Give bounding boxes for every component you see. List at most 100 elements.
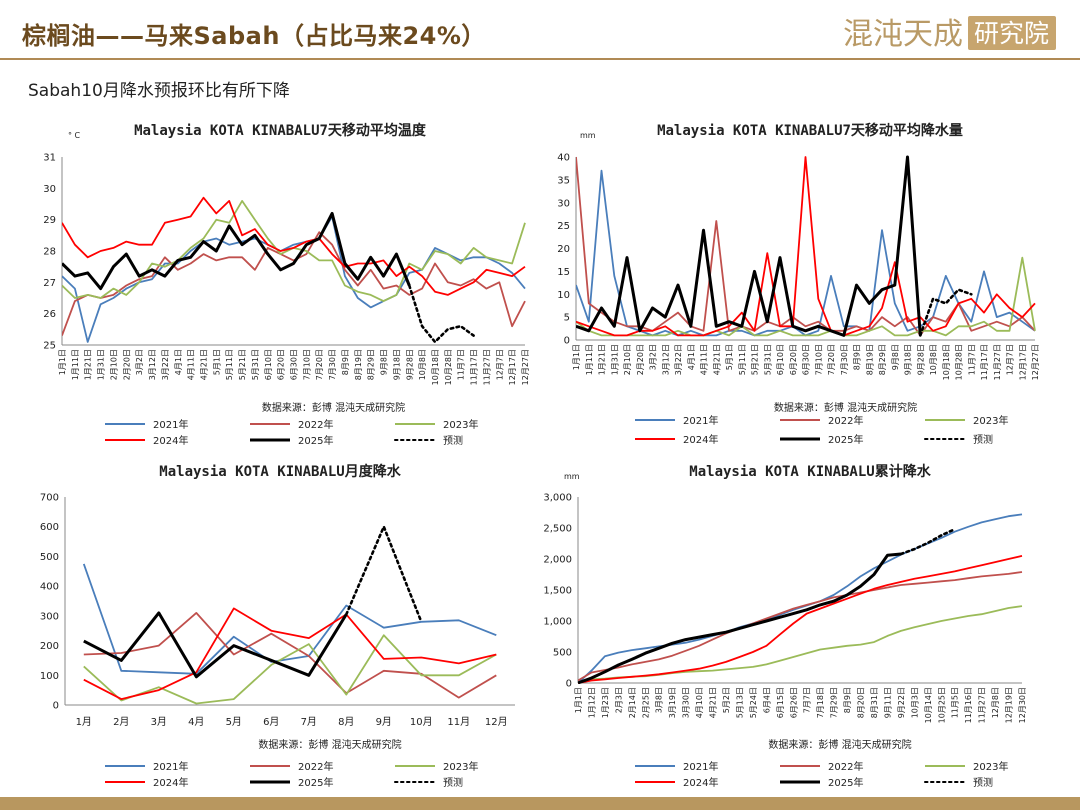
x-tick-label: 4月10日 — [695, 687, 704, 718]
x-tick-label: 2月14日 — [628, 687, 637, 718]
x-tick-label: 11月7日 — [967, 344, 976, 375]
legend-label: 2023年 — [973, 760, 1008, 773]
x-tick-label: 3月22日 — [674, 344, 683, 375]
series-line-2021年 — [62, 215, 526, 343]
x-tick-label: 10月28日 — [955, 344, 964, 380]
x-tick-label: 7月20日 — [827, 344, 836, 375]
legend-label: 2025年 — [828, 776, 863, 789]
x-tick-label: 8月19日 — [865, 344, 874, 375]
legend-label: 2025年 — [828, 433, 863, 446]
series-line-2025年 — [578, 552, 902, 684]
y-tick-label: 25 — [43, 341, 56, 352]
source-note: 数据来源：彭博 混沌天成研究院 — [258, 738, 401, 751]
chart-title: Malaysia KOTA KINABALU月度降水 — [159, 463, 401, 480]
x-tick-label: 5月11日 — [738, 344, 747, 375]
x-tick-label: 12月7日 — [1006, 344, 1015, 375]
brand-logo: 混沌天成 研究院 — [843, 16, 1056, 52]
series-line-预测 — [899, 527, 956, 556]
x-tick-label: 4月11日 — [187, 349, 196, 380]
y-tick-label: 200 — [40, 641, 59, 652]
y-tick-label: 10 — [557, 290, 570, 301]
x-tick-label: 10月3日 — [910, 687, 919, 718]
y-tick-label: 29 — [43, 215, 56, 226]
legend-label: 2024年 — [683, 776, 718, 789]
x-tick-label: 5月21日 — [751, 344, 760, 375]
x-tick-label: 1月21日 — [598, 344, 607, 375]
y-tick-label: 2,000 — [543, 555, 572, 566]
legend-label: 2025年 — [298, 434, 333, 447]
x-tick-label: 8月20日 — [857, 687, 866, 718]
x-tick-label: 11月27日 — [993, 344, 1002, 380]
series-line-2022年 — [83, 612, 497, 699]
x-tick-label: 2月20日 — [636, 344, 645, 375]
x-tick-label: 8月19日 — [354, 349, 363, 380]
x-tick-label: 10月14日 — [924, 687, 933, 723]
x-tick-label: 6月10日 — [264, 349, 273, 380]
x-tick-label: 1月1日 — [572, 344, 581, 370]
x-tick-label: 12月27日 — [1031, 344, 1040, 380]
x-tick-label: 12月19日 — [1005, 687, 1014, 723]
y-axis-unit: mm — [564, 472, 580, 481]
y-tick-label: 300 — [40, 611, 59, 622]
y-tick-label: 1,000 — [543, 617, 572, 628]
legend-label: 预测 — [443, 434, 463, 447]
x-tick-label: 10月18日 — [431, 349, 440, 385]
y-tick-label: 28 — [43, 247, 56, 258]
x-tick-label: 9月8日 — [891, 344, 900, 370]
x-tick-label: 11月17日 — [980, 344, 989, 380]
plot-area — [578, 513, 1023, 684]
x-tick-label: 3月19日 — [668, 687, 677, 718]
legend-label: 2021年 — [153, 760, 188, 773]
legend-label: 2024年 — [683, 433, 718, 446]
page-title: 棕榈油——马来Sabah（占比马来24%） — [22, 22, 486, 50]
legend-label: 2021年 — [153, 418, 188, 431]
x-tick-label: 10月8日 — [418, 349, 427, 380]
x-tick-label: 11月5日 — [951, 687, 960, 718]
x-tick-label: 5月 — [226, 716, 242, 728]
source-note: 数据来源：彭博 混沌天成研究院 — [768, 738, 911, 751]
legend-label: 2021年 — [683, 760, 718, 773]
legend-label: 2021年 — [683, 414, 718, 427]
x-tick-label: 6月30日 — [802, 344, 811, 375]
x-tick-label: 1月11日 — [71, 349, 80, 380]
legend-label: 预测 — [973, 776, 993, 789]
x-tick-label: 8月9日 — [341, 349, 350, 375]
chart-title: Malaysia KOTA KINABALU7天移动平均降水量 — [657, 122, 963, 139]
x-tick-label: 11月 — [447, 716, 470, 728]
x-tick-label: 1月23日 — [601, 687, 610, 718]
x-tick-label: 4月11日 — [700, 344, 709, 375]
x-tick-label: 7月20日 — [315, 349, 324, 380]
series-line-2022年 — [576, 156, 1036, 337]
source-note: 数据来源：彭博 混沌天成研究院 — [774, 401, 917, 414]
x-tick-label: 11月27日 — [978, 687, 987, 723]
y-tick-label: 35 — [557, 175, 570, 186]
x-tick-label: 3月12日 — [148, 349, 157, 380]
chart-rainfall-7day: Malaysia KOTA KINABALU7天移动平均降水量 mm 0 5 10 15 2… — [557, 122, 1040, 446]
x-tick-label: 6月26日 — [789, 687, 798, 718]
y-tick-label: 15 — [557, 267, 570, 278]
y-axis-unit: mm — [580, 131, 596, 140]
legend-label: 预测 — [973, 433, 993, 446]
x-tick-label: 4月1日 — [174, 349, 183, 375]
x-tick-label: 6月20日 — [277, 349, 286, 380]
x-tick-label: 11月16日 — [964, 687, 973, 723]
x-tick-label: 7月30日 — [840, 344, 849, 375]
x-tick-label: 10月8日 — [929, 344, 938, 375]
x-tick-label: 1月21日 — [84, 349, 93, 380]
y-tick-label: 25 — [557, 221, 570, 232]
x-tick-label: 3月30日 — [682, 687, 691, 718]
legend-label: 2024年 — [153, 776, 188, 789]
x-tick-label: 2月20日 — [122, 349, 131, 380]
y-tick-label: 1,500 — [543, 586, 572, 597]
x-tick-label: 7月18日 — [816, 687, 825, 718]
x-tick-label: 12月7日 — [495, 349, 504, 380]
x-tick-label: 10月28日 — [444, 349, 453, 385]
x-tick-label: 3月22日 — [161, 349, 170, 380]
legend-label: 2024年 — [153, 434, 188, 447]
x-tick-label: 10月25日 — [937, 687, 946, 723]
series-line-2021年 — [82, 563, 497, 675]
x-tick-label: 7月29日 — [830, 687, 839, 718]
y-tick-label: 600 — [40, 522, 59, 533]
legend-label: 2023年 — [443, 760, 478, 773]
x-tick-label: 3月2日 — [135, 349, 144, 375]
